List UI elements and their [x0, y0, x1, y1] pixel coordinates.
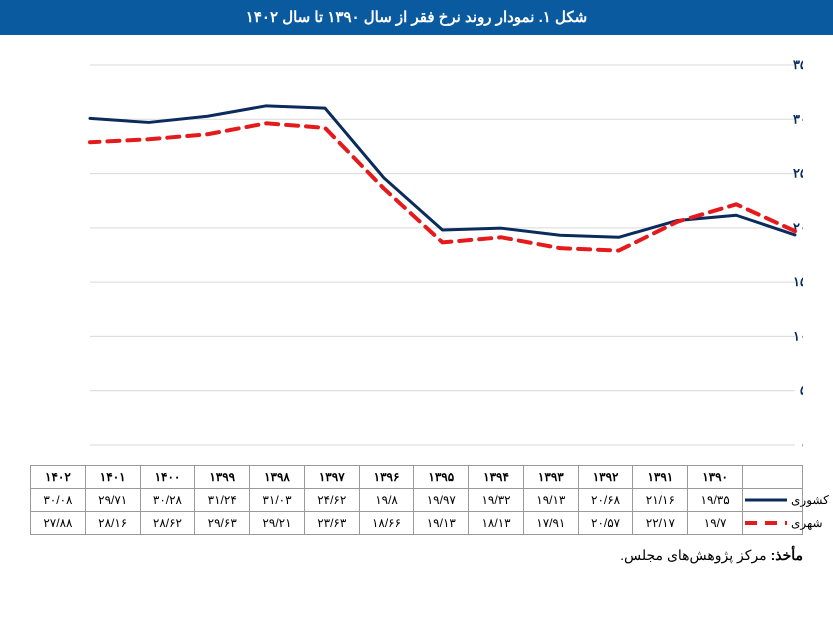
table-row: کشوری ۱۹/۳۵۲۱/۱۶۲۰/۶۸۱۹/۱۳۱۹/۳۲۱۹/۹۷۱۹/۸…	[31, 489, 803, 512]
series-name: کشوری	[791, 493, 829, 507]
data-cell: ۱۹/۷	[688, 512, 743, 535]
data-cell: ۳۰/۰۸	[31, 489, 86, 512]
year-header: ۱۳۹۳	[523, 466, 578, 489]
data-cell: ۲۳/۶۳	[304, 512, 359, 535]
year-header: ۱۳۹۰	[688, 466, 743, 489]
table-header-row: ۱۳۹۰۱۳۹۱۱۳۹۲۱۳۹۳۱۳۹۴۱۳۹۵۱۳۹۶۱۳۹۷۱۳۹۸۱۳۹۹…	[31, 466, 803, 489]
data-cell: ۲۸/۱۶	[85, 512, 140, 535]
svg-text:۰: ۰	[800, 437, 803, 452]
data-cell: ۱۹/۳۵	[688, 489, 743, 512]
year-header: ۱۳۹۵	[414, 466, 469, 489]
data-cell: ۲۲/۱۷	[633, 512, 688, 535]
data-cell: ۱۹/۹۷	[414, 489, 469, 512]
source-line: مأخذ: مرکز پژوهش‌های مجلس.	[0, 547, 803, 564]
data-cell: ۱۷/۹۱	[523, 512, 578, 535]
data-cell: ۲۹/۶۳	[195, 512, 250, 535]
data-cell: ۳۱/۲۴	[195, 489, 250, 512]
svg-text:۱۵: ۱۵	[793, 274, 803, 289]
data-cell: ۲۸/۶۲	[140, 512, 195, 535]
svg-text:۱۰: ۱۰	[793, 328, 803, 343]
data-cell: ۲۹/۲۱	[250, 512, 305, 535]
data-cell: ۱۹/۳۲	[469, 489, 524, 512]
year-header: ۱۳۹۸	[250, 466, 305, 489]
year-header: ۱۳۹۲	[578, 466, 633, 489]
legend-line-solid-icon	[745, 495, 787, 505]
chart-title-bar: شکل ۱. نمودار روند نرخ فقر از سال ۱۳۹۰ ت…	[0, 0, 833, 35]
series-name: شهری	[791, 516, 823, 530]
year-header: ۱۳۹۴	[469, 466, 524, 489]
source-text: مرکز پژوهش‌های مجلس.	[620, 547, 770, 563]
year-header: ۱۳۹۱	[633, 466, 688, 489]
data-cell: ۱۹/۸	[359, 489, 414, 512]
line-chart-svg: ۰۵۱۰۱۵۲۰۲۵۳۰۳۵	[30, 45, 803, 465]
source-label: مأخذ:	[771, 547, 803, 563]
year-header: ۱۴۰۱	[85, 466, 140, 489]
data-table: ۱۳۹۰۱۳۹۱۱۳۹۲۱۳۹۳۱۳۹۴۱۳۹۵۱۳۹۶۱۳۹۷۱۳۹۸۱۳۹۹…	[30, 465, 803, 535]
year-header: ۱۳۹۹	[195, 466, 250, 489]
data-cell: ۳۱/۰۳	[250, 489, 305, 512]
legend-line-dashed-icon	[745, 518, 787, 528]
legend-cell: کشوری	[743, 489, 803, 512]
legend-header-empty	[743, 466, 803, 489]
data-cell: ۱۸/۱۳	[469, 512, 524, 535]
svg-text:۳۰: ۳۰	[793, 111, 803, 126]
year-header: ۱۳۹۷	[304, 466, 359, 489]
data-cell: ۲۱/۱۶	[633, 489, 688, 512]
data-cell: ۲۹/۷۱	[85, 489, 140, 512]
year-header: ۱۳۹۶	[359, 466, 414, 489]
year-header: ۱۴۰۲	[31, 466, 86, 489]
svg-text:۵: ۵	[800, 383, 803, 398]
data-cell: ۲۴/۶۲	[304, 489, 359, 512]
table-row: شهری ۱۹/۷۲۲/۱۷۲۰/۵۷۱۷/۹۱۱۸/۱۳۱۹/۱۳۱۸/۶۶۲…	[31, 512, 803, 535]
data-cell: ۱۹/۱۳	[414, 512, 469, 535]
data-cell: ۳۰/۲۸	[140, 489, 195, 512]
data-cell: ۲۷/۸۸	[31, 512, 86, 535]
data-cell: ۲۰/۶۸	[578, 489, 633, 512]
chart-title: شکل ۱. نمودار روند نرخ فقر از سال ۱۳۹۰ ت…	[246, 9, 587, 26]
data-cell: ۱۹/۱۳	[523, 489, 578, 512]
svg-text:۲۵: ۲۵	[793, 166, 803, 181]
data-cell: ۲۰/۵۷	[578, 512, 633, 535]
legend-cell: شهری	[743, 512, 803, 535]
svg-text:۳۵: ۳۵	[793, 57, 803, 72]
year-header: ۱۴۰۰	[140, 466, 195, 489]
data-cell: ۱۸/۶۶	[359, 512, 414, 535]
chart-area: ۰۵۱۰۱۵۲۰۲۵۳۰۳۵	[30, 45, 803, 465]
